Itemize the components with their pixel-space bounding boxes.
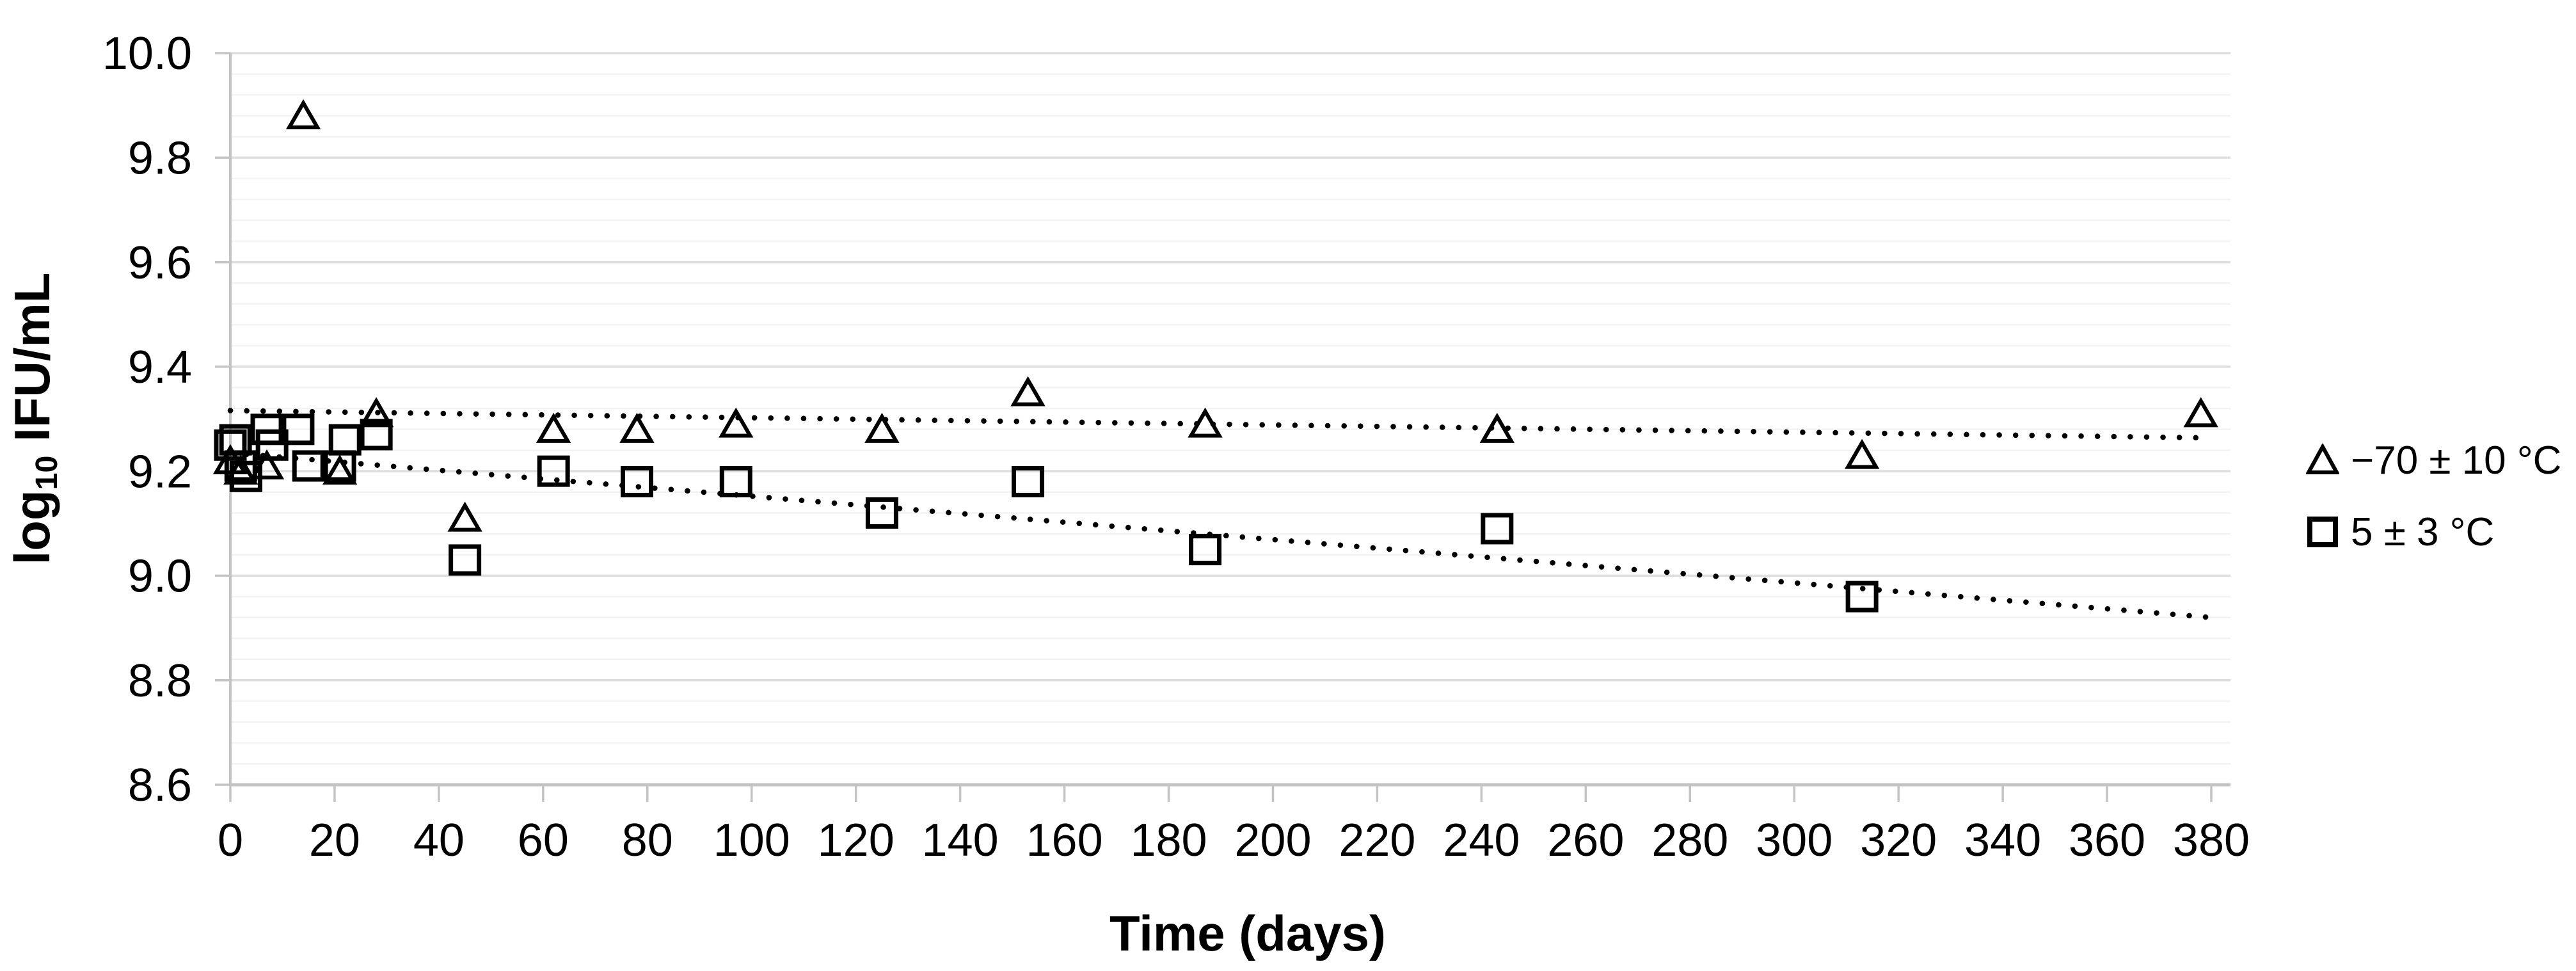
- x-tick-label: 60: [518, 815, 569, 866]
- legend-triangle-icon: [2306, 444, 2339, 474]
- trendline-minus70: [227, 408, 2204, 441]
- y-tick-label: 8.8: [128, 655, 192, 707]
- y-axis-title: log10 IFU/mL: [3, 31, 65, 806]
- x-tick-label: 340: [1964, 815, 2041, 866]
- legend-entry-minus70: −70 ± 10 °C: [2306, 438, 2561, 483]
- x-tick-label: 240: [1443, 815, 1520, 866]
- y-tick-label: 9.0: [128, 551, 192, 602]
- square-marker: [1012, 465, 1045, 497]
- x-tick-label: 140: [922, 815, 999, 866]
- triangle-marker: [864, 412, 900, 443]
- square-marker: [214, 429, 247, 461]
- square-marker: [292, 450, 325, 482]
- square-marker: [328, 424, 362, 456]
- y-tick-label: 9.6: [128, 237, 192, 289]
- y-axis-title-subscript: 10: [29, 455, 65, 490]
- square-marker: [865, 497, 898, 529]
- square-marker: [1481, 513, 1514, 545]
- square-marker: [449, 544, 482, 576]
- square-marker: [1189, 534, 1222, 566]
- square-marker: [360, 419, 393, 451]
- triangle-marker: [358, 397, 394, 428]
- y-tick-label: 9.4: [128, 342, 192, 393]
- x-tick-label: 200: [1234, 815, 1311, 866]
- y-tick-label: 9.2: [128, 446, 192, 497]
- x-tick-label: 220: [1339, 815, 1415, 866]
- triangle-marker: [536, 412, 571, 443]
- x-axis-title: Time (days): [1109, 905, 1387, 961]
- trendline-5c: [227, 450, 2214, 620]
- square-marker: [224, 450, 257, 482]
- x-tick-label: 380: [2173, 815, 2250, 866]
- legend-label-5c: 5 ± 3 °C: [2351, 510, 2495, 554]
- y-tick-label: 8.6: [128, 760, 192, 811]
- square-marker: [282, 413, 315, 445]
- x-tick-label: 0: [218, 815, 243, 866]
- legend-square-icon: [2307, 517, 2338, 547]
- y-axis-title-prefix: log: [4, 490, 60, 565]
- legend-label-minus70: −70 ± 10 °C: [2351, 438, 2562, 483]
- x-tick-label: 360: [2069, 815, 2145, 866]
- triangle-marker: [285, 99, 321, 129]
- x-tick-label: 180: [1130, 815, 1207, 866]
- triangle-marker: [619, 412, 655, 443]
- y-tick-label: 9.8: [128, 132, 192, 184]
- x-tick-label: 280: [1651, 815, 1728, 866]
- y-axis-title-suffix: IFU/mL: [4, 272, 60, 456]
- square-marker: [229, 460, 262, 492]
- x-tick-label: 120: [818, 815, 894, 866]
- legend: −70 ± 10 °C 5 ± 3 °C: [2306, 438, 2561, 581]
- x-tick-label: 40: [413, 815, 465, 866]
- x-tick-label: 100: [713, 815, 790, 866]
- x-tick-label: 300: [1756, 815, 1833, 866]
- triangle-marker: [1844, 438, 1880, 469]
- square-marker: [620, 465, 653, 497]
- square-marker: [1845, 581, 1879, 613]
- x-tick-label: 260: [1547, 815, 1624, 866]
- y-tick-label: 10.0: [102, 28, 192, 79]
- triangle-marker: [719, 407, 754, 438]
- triangle-marker: [2183, 397, 2218, 428]
- square-marker: [537, 455, 570, 487]
- x-tick-label: 160: [1026, 815, 1103, 866]
- legend-entry-5c: 5 ± 3 °C: [2306, 510, 2561, 554]
- triangle-marker: [1010, 376, 1046, 406]
- x-tick-label: 320: [1860, 815, 1937, 866]
- x-tick-label: 80: [622, 815, 673, 866]
- x-tick-label: 20: [309, 815, 360, 866]
- triangle-marker: [447, 501, 482, 532]
- triangle-marker: [322, 454, 358, 485]
